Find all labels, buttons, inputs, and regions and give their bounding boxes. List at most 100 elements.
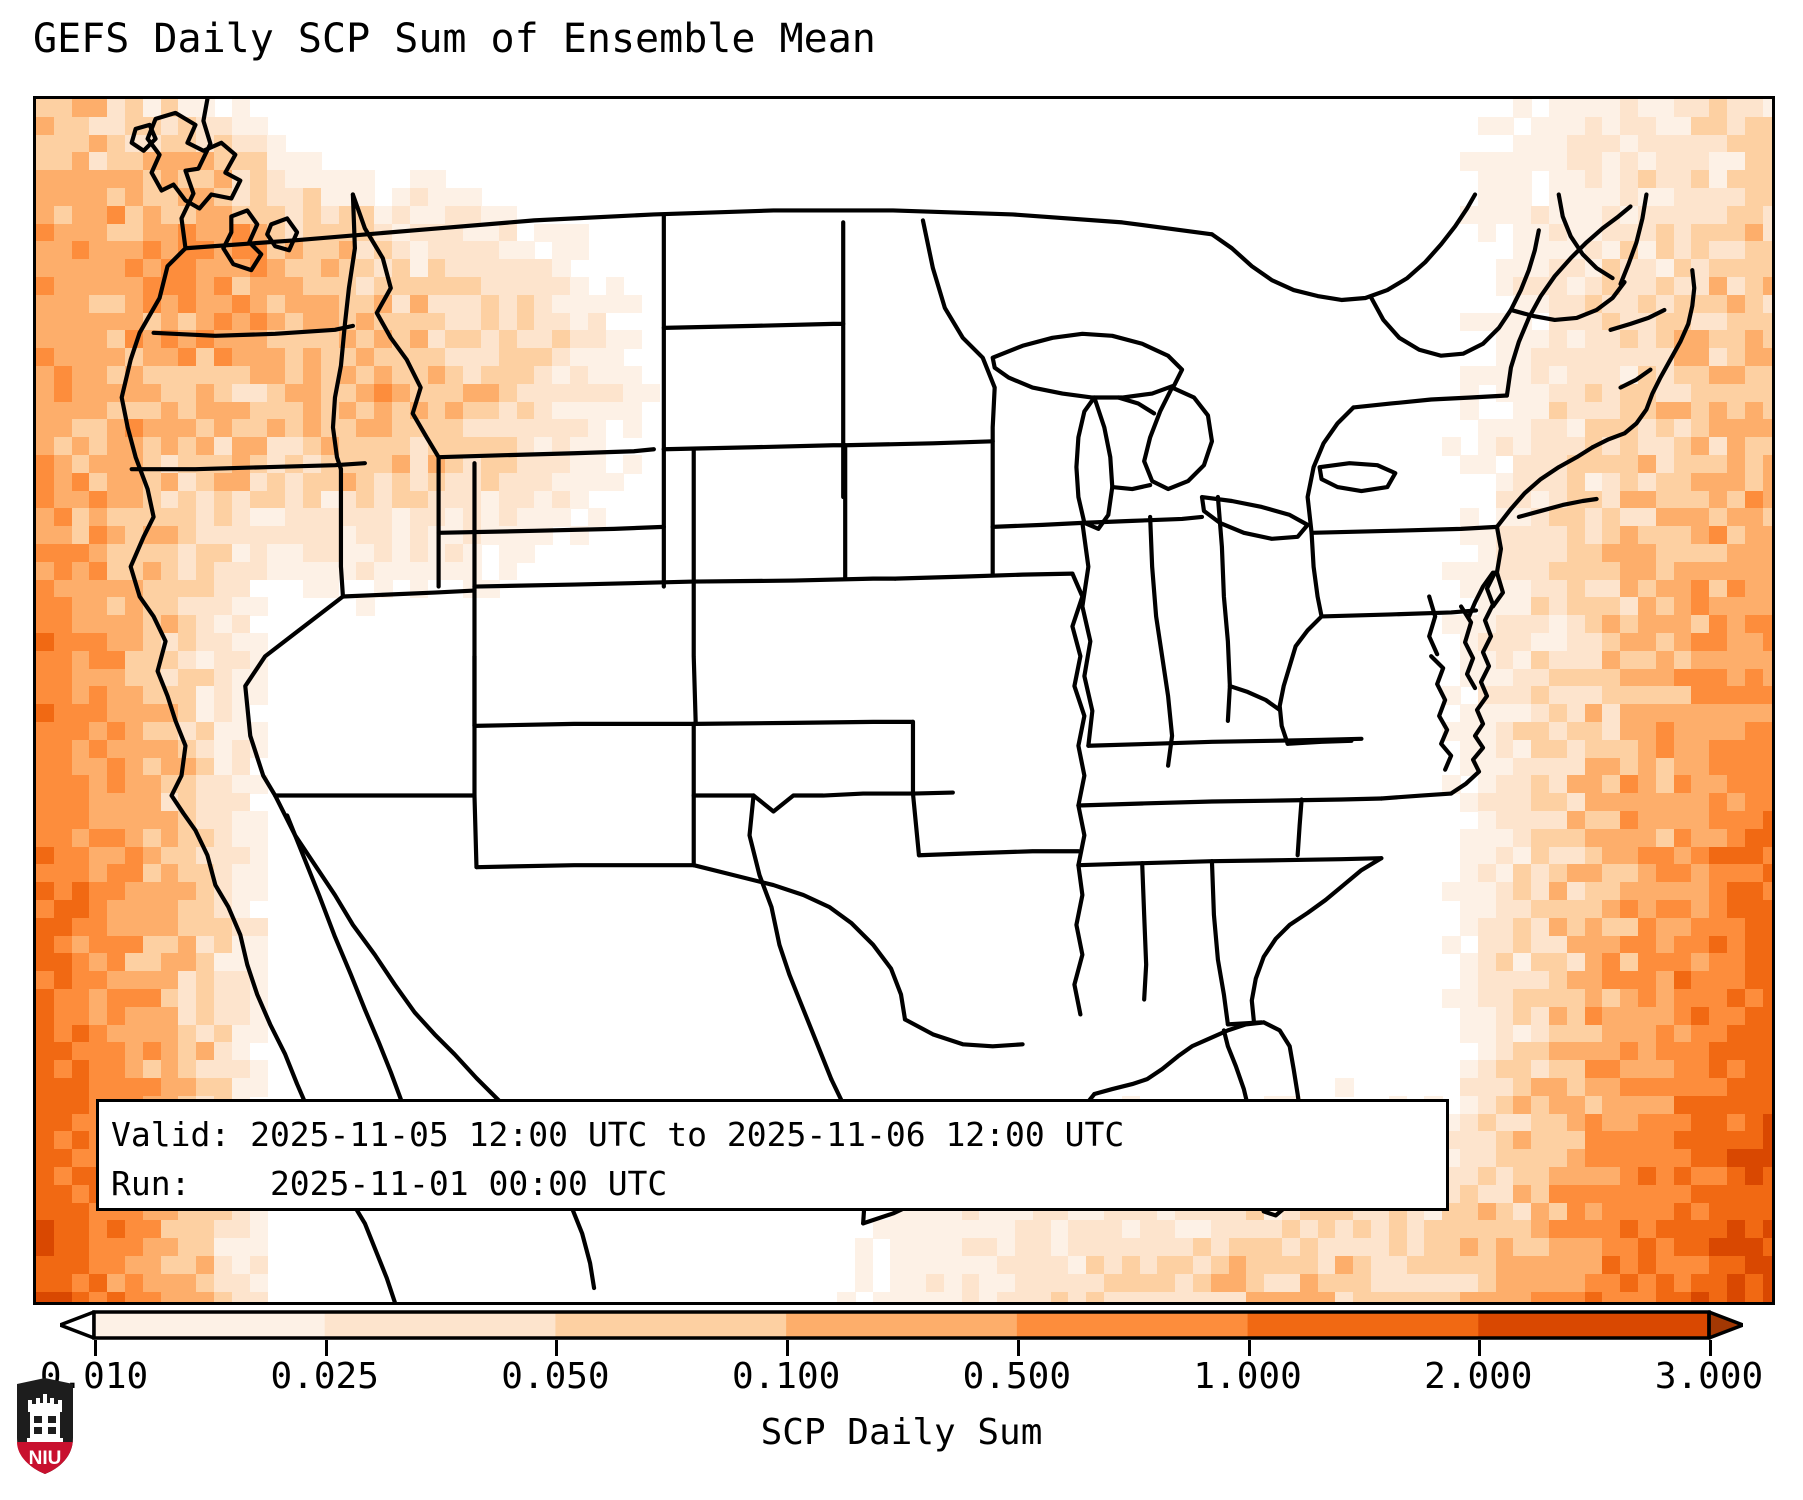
heatmap-cell <box>303 383 322 403</box>
colorbar-tick-label: 0.100 <box>731 1356 841 1397</box>
heatmap-cell <box>107 277 126 296</box>
heatmap-cell <box>36 259 55 278</box>
heatmap-cell <box>1762 294 1772 314</box>
heatmap-cell <box>1673 401 1693 421</box>
heatmap-cell <box>249 277 269 296</box>
heatmap-cell <box>356 188 375 207</box>
heatmap-cell <box>107 312 126 332</box>
heatmap-cell <box>1513 241 1532 260</box>
heatmap-cell <box>71 116 91 136</box>
heatmap-cell <box>1655 188 1675 207</box>
heatmap-cell <box>445 383 464 403</box>
heatmap-cell <box>89 419 108 438</box>
heatmap-cell <box>605 348 625 367</box>
heatmap-cell <box>641 383 660 403</box>
heatmap-cell <box>107 330 126 349</box>
heatmap-cell <box>1762 170 1772 189</box>
heatmap-cell <box>552 383 571 403</box>
heatmap-cell <box>1709 312 1728 332</box>
heatmap-cell <box>142 205 162 225</box>
heatmap-cell <box>160 116 180 136</box>
heatmap-cell <box>1673 223 1693 243</box>
heatmap-cell <box>107 241 126 260</box>
heatmap-cell <box>623 330 642 349</box>
heatmap-cell <box>427 277 447 296</box>
heatmap-cell <box>214 348 233 367</box>
heatmap-cell <box>1762 366 1772 385</box>
heatmap-cell <box>1691 152 1710 171</box>
heatmap-cell <box>1727 259 1746 278</box>
run-time-line: Run: 2025-11-01 00:00 UTC <box>111 1164 668 1203</box>
heatmap-cell <box>570 330 589 349</box>
forecast-info-box: Valid: 2025-11-05 12:00 UTC to 2025-11-0… <box>96 1099 1449 1211</box>
heatmap-cell <box>481 205 500 225</box>
colorbar-tick <box>324 1340 328 1356</box>
heatmap-cell <box>392 312 411 332</box>
heatmap-cell <box>320 241 340 260</box>
heatmap-cell <box>36 294 55 314</box>
heatmap-cell <box>498 330 518 349</box>
heatmap-cell <box>1727 188 1746 207</box>
heatmap-cell <box>445 330 464 349</box>
heatmap-cell <box>1602 223 1621 243</box>
heatmap-cell <box>409 277 429 296</box>
heatmap-cell <box>107 294 126 314</box>
heatmap-cell <box>125 401 144 421</box>
heatmap-cell <box>160 152 180 171</box>
heatmap-cell <box>53 366 73 385</box>
heatmap-cell <box>1549 134 1568 154</box>
heatmap-cell <box>1620 294 1639 314</box>
heatmap-cell <box>36 366 55 385</box>
heatmap-cell <box>1584 383 1604 403</box>
heatmap-cell <box>285 188 304 207</box>
heatmap-cell <box>89 330 108 349</box>
heatmap-cell <box>1709 241 1728 260</box>
heatmap-cell <box>409 294 429 314</box>
heatmap-cell <box>1531 366 1550 385</box>
heatmap-cell <box>1762 312 1772 332</box>
heatmap-cell <box>142 401 162 421</box>
heatmap-cell <box>1709 330 1728 349</box>
heatmap-cell <box>1727 383 1746 403</box>
heatmap-cell <box>445 348 464 367</box>
heatmap-cell <box>214 419 233 438</box>
heatmap-cell <box>1744 188 1764 207</box>
heatmap-cell <box>392 401 411 421</box>
heatmap-cell <box>1584 401 1604 421</box>
heatmap-cell <box>178 348 197 367</box>
heatmap-cell <box>481 223 500 243</box>
heatmap-cell <box>53 223 73 243</box>
heatmap-cell <box>1620 188 1639 207</box>
heatmap-cell <box>1744 99 1764 118</box>
heatmap-cell <box>570 294 589 314</box>
heatmap-cell <box>53 383 73 403</box>
heatmap-cell <box>303 348 322 367</box>
heatmap-cell <box>71 205 91 225</box>
heatmap-cell <box>1673 99 1693 118</box>
heatmap-cell <box>303 330 322 349</box>
heatmap-cell <box>36 401 55 421</box>
colorbar-tick-labels: 0.010 0.025 0.050 0.100 0.500 1.000 2.000 3.000 <box>0 1356 1803 1400</box>
heatmap-cell <box>1655 223 1675 243</box>
colorbar-tick <box>1016 1340 1020 1356</box>
heatmap-cell <box>1549 383 1568 403</box>
heatmap-cell <box>1655 170 1675 189</box>
heatmap-cell <box>445 312 464 332</box>
heatmap-cell <box>1727 223 1746 243</box>
heatmap-cell <box>1602 170 1621 189</box>
heatmap-cell <box>356 348 375 367</box>
valid-time-line: Valid: 2025-11-05 12:00 UTC to 2025-11-0… <box>111 1115 1125 1154</box>
heatmap-cell <box>160 401 180 421</box>
heatmap-cell <box>231 116 251 136</box>
heatmap-cell <box>516 366 536 385</box>
map-plot-frame: Valid: 2025-11-05 12:00 UTC to 2025-11-0… <box>33 96 1775 1305</box>
heatmap-cell <box>142 188 162 207</box>
heatmap-cell <box>1727 205 1746 225</box>
heatmap-cell <box>552 401 571 421</box>
heatmap-cell <box>125 116 144 136</box>
heatmap-cell <box>1709 116 1728 136</box>
heatmap-cell <box>214 383 233 403</box>
heatmap-cell <box>1549 330 1568 349</box>
heatmap-cell <box>178 277 197 296</box>
heatmap-cell <box>1673 152 1693 171</box>
